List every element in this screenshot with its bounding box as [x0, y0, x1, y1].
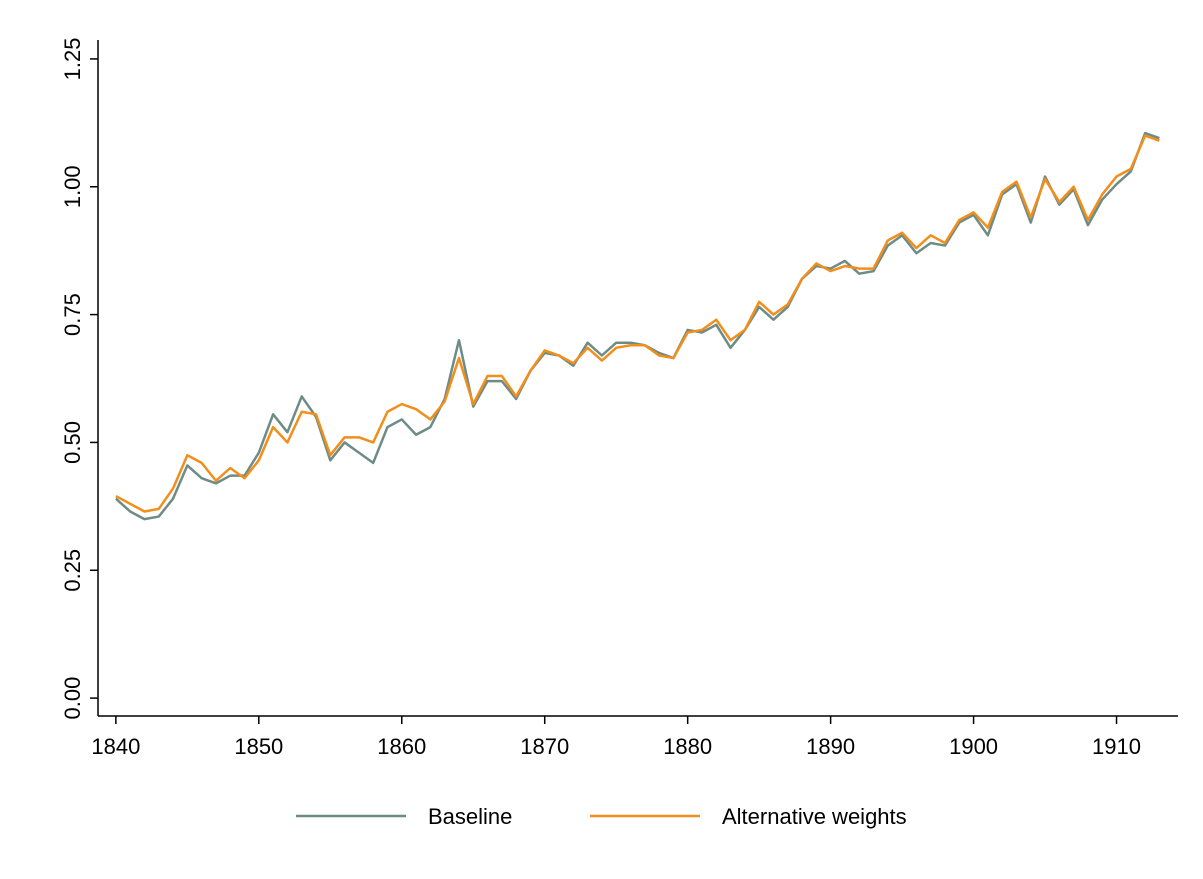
x-tick-label: 1910: [1092, 734, 1141, 759]
y-tick-label: 1.00: [60, 165, 85, 208]
x-tick-label: 1900: [949, 734, 998, 759]
y-tick-label: 0.75: [60, 293, 85, 336]
x-tick-label: 1840: [91, 734, 140, 759]
series-line: [115, 134, 1160, 513]
y-tick-label: 0.50: [60, 421, 85, 464]
legend-label: Alternative weights: [722, 804, 907, 829]
y-tick-label: 0.25: [60, 549, 85, 592]
series-line: [115, 131, 1160, 521]
x-tick-label: 1880: [663, 734, 712, 759]
x-tick-label: 1870: [520, 734, 569, 759]
legend-label: Baseline: [428, 804, 512, 829]
x-tick-label: 1850: [234, 734, 283, 759]
y-tick-label: 1.25: [60, 38, 85, 81]
x-tick-label: 1890: [806, 734, 855, 759]
y-tick-label: 0.00: [60, 677, 85, 720]
x-tick-label: 1860: [377, 734, 426, 759]
